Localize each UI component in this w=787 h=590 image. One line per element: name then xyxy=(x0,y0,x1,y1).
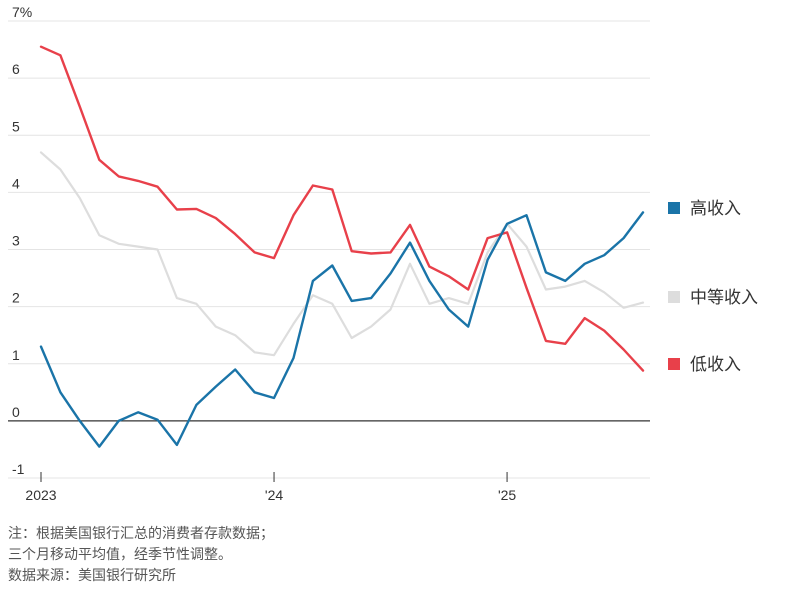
y-tick-label: 2 xyxy=(12,290,20,306)
y-axis-ticks: -1 0 1 2 3 4 5 6 7% xyxy=(12,4,32,477)
note-line-1: 注：根据美国银行汇总的消费者存款数据； xyxy=(8,526,274,542)
legend-swatch xyxy=(668,291,680,303)
y-tick-label: -1 xyxy=(12,461,25,477)
series-lines xyxy=(39,45,645,448)
series-line-0 xyxy=(39,211,645,448)
legend-label: 低收入 xyxy=(690,355,741,375)
y-tick-label: 6 xyxy=(12,61,20,77)
note-line-2: 三个月移动平均值，经季节性调整。 xyxy=(8,547,232,563)
x-tick-label: '25 xyxy=(498,487,516,503)
series-line-2 xyxy=(39,45,645,372)
y-tick-label: 5 xyxy=(12,118,20,134)
y-tick-label: 7% xyxy=(12,4,32,20)
chart-notes: 注：根据美国银行汇总的消费者存款数据； 三个月移动平均值，经季节性调整。 数据来… xyxy=(8,524,274,587)
legend-label: 中等收入 xyxy=(690,288,758,308)
legend-label: 高收入 xyxy=(690,199,741,219)
y-tick-label: 3 xyxy=(12,233,20,249)
x-tick-label: 2023 xyxy=(25,487,56,503)
x-axis: 2023 '24 '25 xyxy=(25,472,516,503)
legend-swatch xyxy=(668,358,680,370)
y-tick-label: 4 xyxy=(12,175,20,191)
y-tick-label: 1 xyxy=(12,347,20,363)
y-tick-label: 0 xyxy=(12,404,20,420)
series-line-1 xyxy=(39,151,645,357)
source-line: 数据来源：美国银行研究所 xyxy=(8,568,176,584)
x-tick-label: '24 xyxy=(265,487,283,503)
gridlines xyxy=(8,20,650,479)
legend-swatch xyxy=(668,202,680,214)
